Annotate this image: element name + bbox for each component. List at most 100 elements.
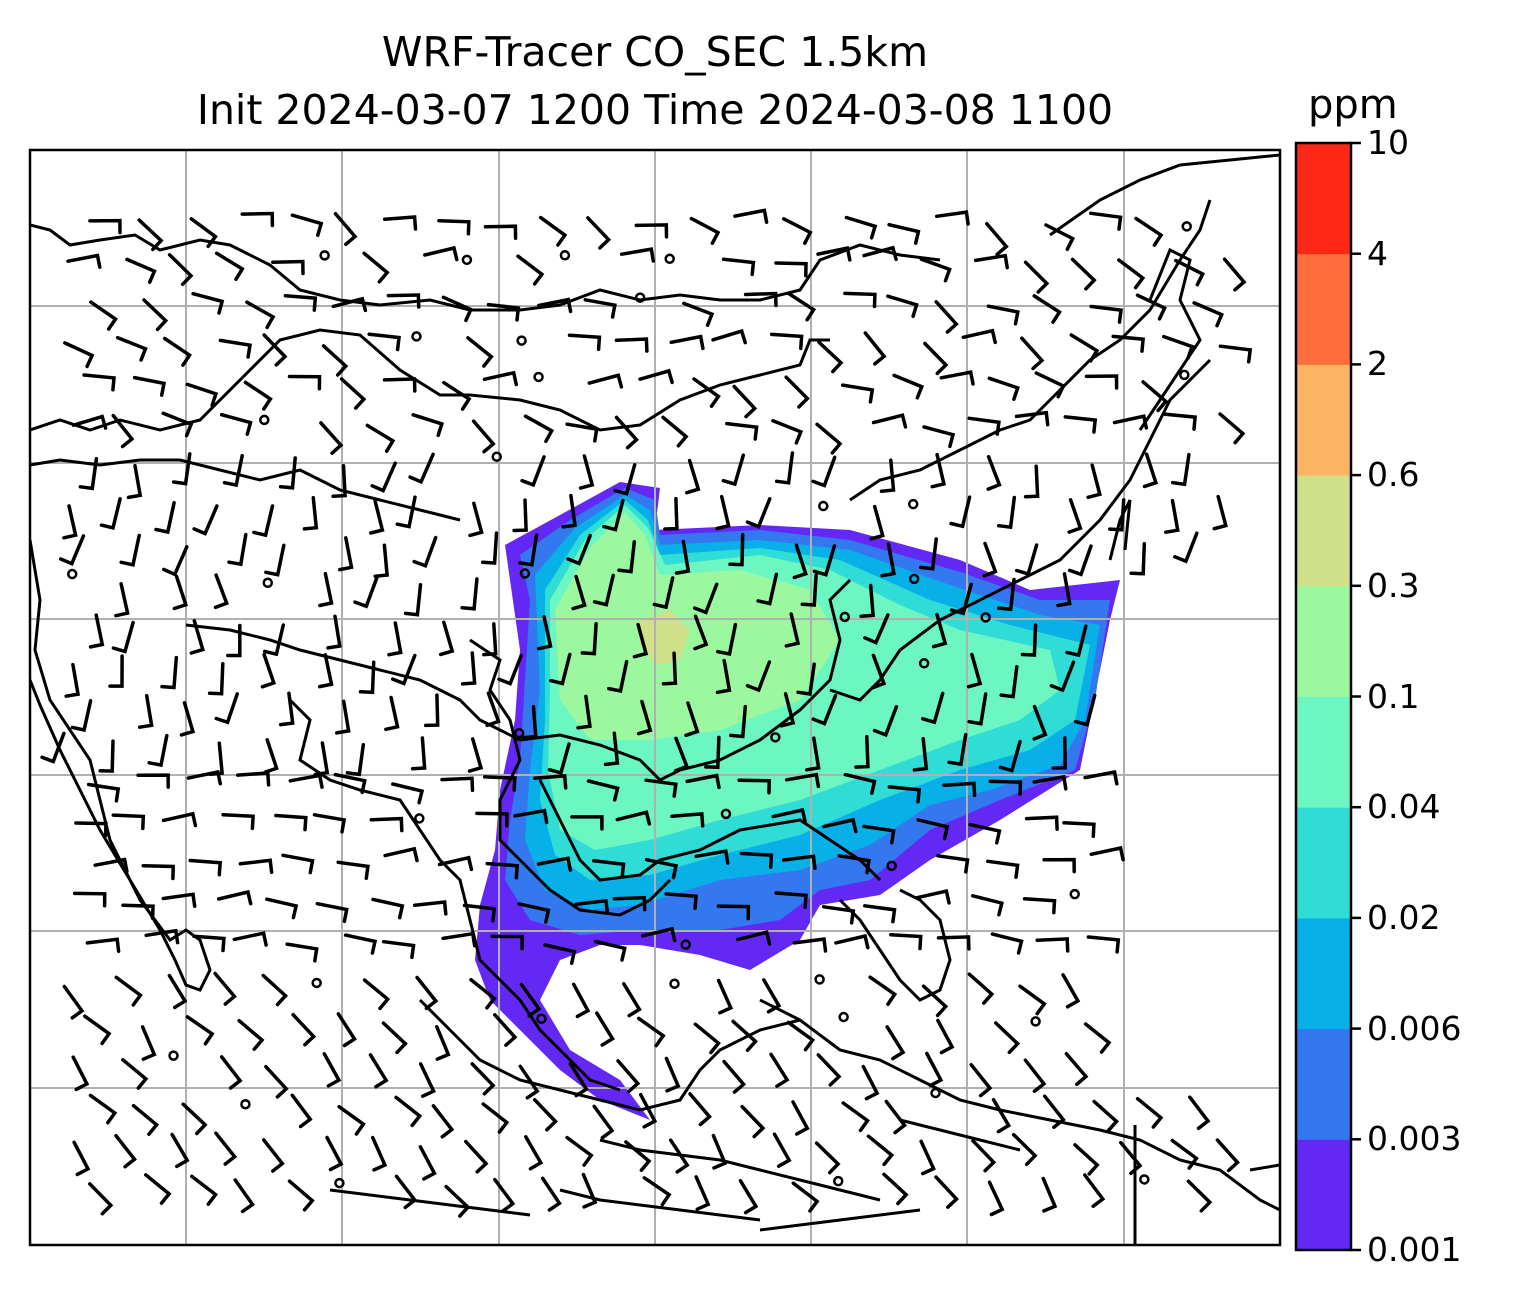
wind-barb — [167, 253, 194, 287]
wind-barb — [592, 859, 626, 879]
wind-barb — [331, 296, 368, 313]
colorbar-segment — [1296, 364, 1351, 476]
wind-barb — [362, 978, 391, 1011]
wind-barb — [518, 533, 539, 567]
wind-barb — [167, 973, 188, 1010]
wind-barb — [743, 291, 778, 308]
wind-barb — [437, 218, 471, 236]
wind-barb — [805, 736, 821, 772]
wind-barb — [990, 932, 1024, 955]
wind-barb — [547, 742, 571, 776]
wind-barb — [693, 1022, 721, 1055]
wind-barb — [602, 498, 625, 532]
wind-barb — [922, 425, 956, 449]
calm-wind-marker — [259, 414, 270, 426]
wind-barb — [141, 863, 175, 881]
wind-barb — [916, 818, 950, 841]
wind-barb — [1163, 412, 1198, 431]
wind-barb — [934, 300, 959, 334]
wind-barb — [302, 496, 319, 531]
wind-barb — [171, 452, 192, 486]
wind-barb — [493, 1177, 516, 1213]
wind-barb — [88, 218, 122, 235]
wind-barb — [1011, 1132, 1038, 1167]
wind-barb — [423, 693, 440, 728]
wind-barb — [622, 982, 642, 1018]
wind-barb — [263, 738, 279, 774]
wind-barb — [1064, 1051, 1089, 1087]
wind-barb — [278, 456, 297, 490]
wind-barb — [859, 583, 875, 619]
wind-barb — [1073, 1143, 1100, 1176]
calm-wind-marker — [832, 1175, 844, 1187]
calm-wind-marker — [669, 978, 680, 989]
wind-barb — [264, 543, 286, 577]
wind-barb — [382, 377, 417, 393]
wind-barb — [373, 543, 389, 578]
wind-barb — [692, 582, 719, 615]
wind-barb — [1129, 541, 1147, 576]
wind-barb — [987, 1180, 1005, 1217]
wind-barb — [1041, 1176, 1058, 1213]
wind-barb — [66, 253, 102, 269]
wind-barb — [970, 894, 1004, 917]
wind-barb — [99, 497, 122, 531]
wind-barb — [612, 895, 647, 912]
wind-barb — [812, 544, 837, 577]
wind-barb — [137, 218, 164, 252]
wind-barb — [114, 1133, 137, 1169]
wind-barb — [1018, 984, 1047, 1016]
gridlines — [30, 150, 1280, 1245]
wind-barb — [469, 977, 497, 1010]
calm-wind-marker — [411, 331, 422, 342]
wind-barb — [1141, 380, 1169, 413]
wind-barb — [781, 854, 817, 871]
calm-wind-marker — [1139, 1174, 1150, 1185]
wind-barb — [614, 337, 649, 353]
wind-barb — [732, 384, 758, 419]
wind-barb — [694, 849, 730, 865]
wind-barb — [973, 253, 1009, 270]
calm-wind-marker — [980, 612, 991, 623]
wind-barb — [482, 370, 519, 387]
wind-barb — [408, 452, 435, 485]
colorbar-tick-label: 0.3 — [1367, 565, 1420, 605]
calm-wind-marker — [262, 577, 274, 588]
wind-barb — [365, 423, 396, 453]
wind-barb — [652, 576, 675, 610]
wind-barb — [1044, 223, 1076, 252]
wind-barb — [460, 651, 477, 686]
wind-barb — [1056, 572, 1072, 608]
wind-barb — [219, 412, 253, 436]
wind-barb — [83, 1014, 112, 1046]
calm-wind-marker — [839, 611, 851, 623]
wind-barb — [774, 261, 808, 278]
wind-barb — [189, 619, 205, 655]
wind-barb — [815, 422, 843, 455]
wind-barb — [1023, 1058, 1047, 1093]
wind-barb — [570, 815, 604, 831]
wind-barb — [592, 573, 615, 607]
wind-barb — [792, 543, 808, 580]
wind-barb — [368, 499, 385, 535]
wind-barb — [834, 933, 870, 950]
wind-barb — [624, 1140, 652, 1173]
wind-barb — [537, 297, 573, 314]
wind-barb — [89, 300, 118, 331]
map-frame — [28, 148, 1282, 1247]
wind-barb — [638, 1092, 658, 1129]
wind-barb — [513, 808, 549, 825]
wind-barb — [353, 576, 379, 609]
wind-barb — [482, 622, 498, 657]
wind-barb — [942, 781, 977, 798]
wind-barb — [186, 769, 223, 786]
wind-barb — [692, 377, 721, 408]
wind-barb — [791, 1100, 810, 1136]
wind-barb — [536, 615, 553, 651]
wind-barb — [62, 984, 85, 1020]
wind-barb — [771, 419, 804, 445]
wind-barb — [991, 1097, 1012, 1134]
wind-barb — [226, 623, 242, 658]
wind-barb — [227, 532, 248, 567]
wind-barb — [216, 889, 253, 906]
